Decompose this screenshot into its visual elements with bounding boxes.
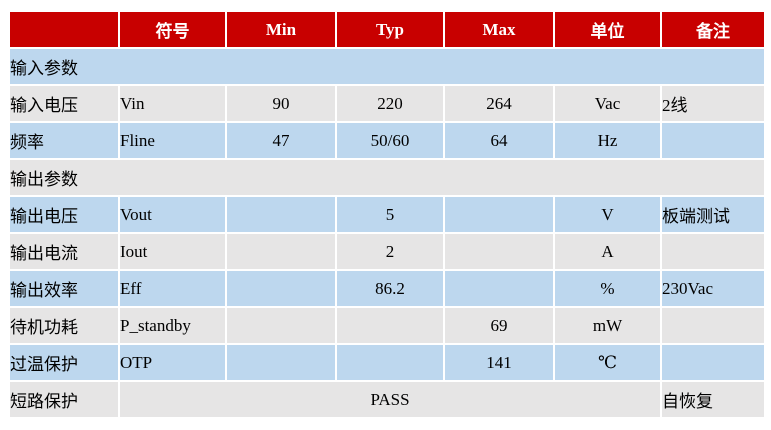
- cell-note: [662, 345, 764, 380]
- cell-min: [227, 308, 335, 343]
- cell-unit: V: [555, 197, 660, 232]
- cell-typ: [337, 308, 443, 343]
- cell-typ: 220: [337, 86, 443, 121]
- data-row-pstandby: 待机功耗 P_standby 69 mW: [10, 308, 764, 343]
- cell-symbol: Eff: [120, 271, 225, 306]
- cell-symbol: Fline: [120, 123, 225, 158]
- header-row: 符号 Min Typ Max 单位 备注: [10, 12, 764, 47]
- cell-min: [227, 234, 335, 269]
- cell-min: 90: [227, 86, 335, 121]
- cell-param-name: 输出效率: [10, 271, 118, 306]
- cell-unit: Hz: [555, 123, 660, 158]
- cell-pass-result: PASS: [120, 382, 660, 417]
- cell-max: 264: [445, 86, 553, 121]
- cell-typ: 5: [337, 197, 443, 232]
- cell-symbol: OTP: [120, 345, 225, 380]
- cell-min: [227, 345, 335, 380]
- cell-param-name: 过温保护: [10, 345, 118, 380]
- data-row-eff: 输出效率 Eff 86.2 % 230Vac: [10, 271, 764, 306]
- cell-unit: A: [555, 234, 660, 269]
- header-cell-param: [10, 12, 118, 47]
- data-row-fline: 频率 Fline 47 50/60 64 Hz: [10, 123, 764, 158]
- header-cell-symbol: 符号: [120, 12, 225, 47]
- cell-max: [445, 271, 553, 306]
- cell-max: 141: [445, 345, 553, 380]
- cell-max: 64: [445, 123, 553, 158]
- cell-symbol: Vin: [120, 86, 225, 121]
- cell-unit: ℃: [555, 345, 660, 380]
- section-label-output: 输出参数: [10, 160, 764, 195]
- cell-unit: Vac: [555, 86, 660, 121]
- cell-note: 230Vac: [662, 271, 764, 306]
- data-row-otp: 过温保护 OTP 141 ℃: [10, 345, 764, 380]
- cell-param-name: 输出电流: [10, 234, 118, 269]
- header-cell-max: Max: [445, 12, 553, 47]
- cell-note: [662, 308, 764, 343]
- cell-param-name: 待机功耗: [10, 308, 118, 343]
- summary-row-scp: 短路保护 PASS 自恢复: [10, 382, 764, 417]
- cell-typ: 50/60: [337, 123, 443, 158]
- header-cell-unit: 单位: [555, 12, 660, 47]
- cell-unit: %: [555, 271, 660, 306]
- cell-max: [445, 197, 553, 232]
- cell-max: [445, 234, 553, 269]
- cell-param-name: 输入电压: [10, 86, 118, 121]
- header-cell-note: 备注: [662, 12, 764, 47]
- cell-unit: mW: [555, 308, 660, 343]
- cell-note: 板端测试: [662, 197, 764, 232]
- cell-param-name: 输出电压: [10, 197, 118, 232]
- spec-table: 符号 Min Typ Max 单位 备注 输入参数 输入电压 Vin 90 22…: [8, 10, 766, 419]
- cell-symbol: Iout: [120, 234, 225, 269]
- cell-typ: 86.2: [337, 271, 443, 306]
- section-row-output: 输出参数: [10, 160, 764, 195]
- section-row-input: 输入参数: [10, 49, 764, 84]
- cell-typ: 2: [337, 234, 443, 269]
- cell-param-name: 短路保护: [10, 382, 118, 417]
- header-cell-min: Min: [227, 12, 335, 47]
- cell-note: [662, 234, 764, 269]
- cell-min: [227, 271, 335, 306]
- cell-max: 69: [445, 308, 553, 343]
- cell-min: [227, 197, 335, 232]
- cell-note: 2线: [662, 86, 764, 121]
- cell-typ: [337, 345, 443, 380]
- cell-param-name: 频率: [10, 123, 118, 158]
- section-label-input: 输入参数: [10, 49, 764, 84]
- cell-symbol: P_standby: [120, 308, 225, 343]
- data-row-iout: 输出电流 Iout 2 A: [10, 234, 764, 269]
- cell-note: 自恢复: [662, 382, 764, 417]
- cell-note: [662, 123, 764, 158]
- header-cell-typ: Typ: [337, 12, 443, 47]
- data-row-vout: 输出电压 Vout 5 V 板端测试: [10, 197, 764, 232]
- data-row-vin: 输入电压 Vin 90 220 264 Vac 2线: [10, 86, 764, 121]
- cell-symbol: Vout: [120, 197, 225, 232]
- cell-min: 47: [227, 123, 335, 158]
